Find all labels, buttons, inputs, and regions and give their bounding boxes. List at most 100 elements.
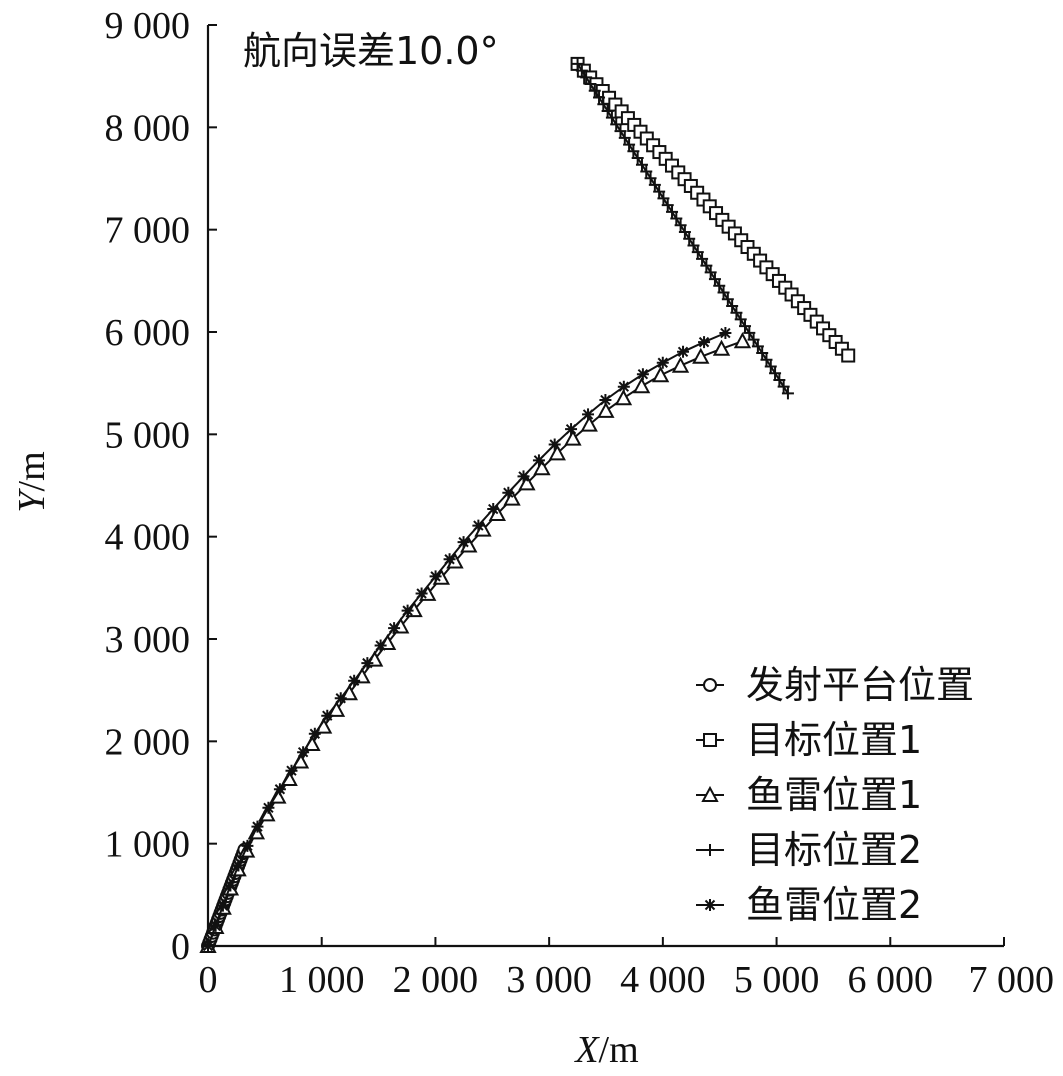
data-point bbox=[533, 459, 551, 476]
data-point bbox=[517, 470, 530, 483]
data-point bbox=[487, 503, 500, 516]
data-point bbox=[671, 356, 690, 373]
data-point bbox=[743, 326, 756, 339]
data-point bbox=[635, 158, 648, 171]
data-point bbox=[713, 279, 726, 292]
axes: 0 1 000 2 000 3 000 4 000 5 000 6 000 7 000 0 1 … bbox=[105, 5, 1055, 1001]
data-point bbox=[388, 622, 401, 635]
y-tick-label: 6 000 bbox=[105, 312, 191, 354]
data-point bbox=[599, 394, 612, 407]
legend-marker bbox=[703, 733, 717, 747]
series-line bbox=[207, 332, 726, 947]
y-tick-label: 5 000 bbox=[105, 414, 191, 456]
data-point bbox=[617, 380, 630, 393]
data-point bbox=[262, 801, 275, 814]
data-point bbox=[708, 273, 721, 286]
data-point bbox=[415, 587, 428, 600]
data-point bbox=[747, 333, 760, 346]
data-point bbox=[232, 859, 245, 872]
data-point bbox=[733, 332, 752, 349]
data-point bbox=[202, 940, 214, 952]
data-point bbox=[593, 91, 606, 104]
data-point bbox=[251, 820, 264, 833]
series-3 bbox=[199, 332, 752, 953]
data-point bbox=[457, 536, 470, 549]
data-point bbox=[644, 172, 657, 185]
data-point bbox=[285, 764, 298, 777]
legend-marker bbox=[701, 785, 719, 802]
legend-item: 目标位置2 bbox=[696, 828, 922, 872]
data-point bbox=[648, 178, 661, 191]
data-point bbox=[241, 839, 254, 852]
legend-label: 目标位置1 bbox=[746, 718, 922, 762]
data-point bbox=[651, 366, 670, 383]
data-point bbox=[661, 199, 674, 212]
data-point bbox=[614, 389, 633, 406]
data-point bbox=[580, 71, 593, 84]
data-point bbox=[548, 444, 566, 461]
data-point bbox=[719, 327, 732, 340]
data-point bbox=[401, 604, 414, 617]
data-point bbox=[623, 138, 636, 151]
data-point bbox=[548, 438, 561, 451]
data-point bbox=[698, 336, 711, 349]
data-point bbox=[297, 746, 310, 759]
data-point bbox=[588, 84, 601, 97]
data-point bbox=[717, 286, 730, 299]
data-point bbox=[657, 192, 670, 205]
legend-item: 发射平台位置 bbox=[696, 663, 974, 707]
data-point bbox=[597, 98, 610, 111]
data-point bbox=[631, 152, 644, 165]
legend-label: 发射平台位置 bbox=[746, 663, 974, 707]
data-point bbox=[760, 353, 773, 366]
data-point bbox=[605, 111, 618, 124]
x-tick-label: 1 000 bbox=[279, 959, 365, 1001]
data-point bbox=[640, 165, 653, 178]
data-point bbox=[518, 474, 536, 491]
y-tick-label: 8 000 bbox=[105, 107, 191, 149]
data-point bbox=[777, 380, 790, 393]
data-point bbox=[721, 293, 734, 306]
x-tick-label: 0 bbox=[199, 959, 218, 1001]
y-tick-label: 9 000 bbox=[105, 5, 191, 47]
x-tick-label: 3 000 bbox=[506, 959, 592, 1001]
data-point bbox=[704, 266, 717, 279]
data-point bbox=[580, 415, 598, 432]
data-point bbox=[696, 252, 709, 265]
data-point bbox=[712, 339, 731, 356]
data-point bbox=[601, 104, 614, 117]
data-point bbox=[726, 299, 739, 312]
data-point bbox=[571, 57, 584, 70]
data-point bbox=[361, 657, 374, 670]
y-axis-title: Y/m bbox=[11, 451, 53, 512]
legend-marker bbox=[703, 678, 717, 692]
x-axis-title-unit: /m bbox=[599, 1029, 639, 1071]
data-point bbox=[575, 64, 588, 77]
data-point bbox=[691, 246, 704, 259]
y-tick-label: 0 bbox=[171, 926, 190, 968]
data-point bbox=[216, 899, 229, 912]
data-point bbox=[692, 347, 710, 364]
x-tick-label: 6 000 bbox=[848, 959, 934, 1001]
data-point bbox=[683, 232, 696, 245]
data-point bbox=[756, 347, 769, 360]
legend-item: 鱼雷位置2 bbox=[696, 883, 922, 927]
data-point bbox=[769, 367, 782, 380]
data-point bbox=[584, 78, 597, 91]
data-point bbox=[730, 306, 743, 319]
data-point bbox=[670, 212, 683, 225]
legend-label: 鱼雷位置2 bbox=[746, 883, 922, 927]
data-point bbox=[627, 145, 640, 158]
data-point bbox=[321, 709, 334, 722]
data-point bbox=[636, 368, 649, 381]
series-5 bbox=[202, 327, 732, 952]
legend-item: 目标位置1 bbox=[696, 718, 922, 762]
data-point bbox=[677, 345, 690, 358]
data-point bbox=[618, 131, 631, 144]
y-tick-label: 1 000 bbox=[105, 824, 191, 866]
data-point bbox=[739, 320, 752, 333]
data-point bbox=[734, 313, 747, 326]
data-point bbox=[209, 919, 222, 932]
